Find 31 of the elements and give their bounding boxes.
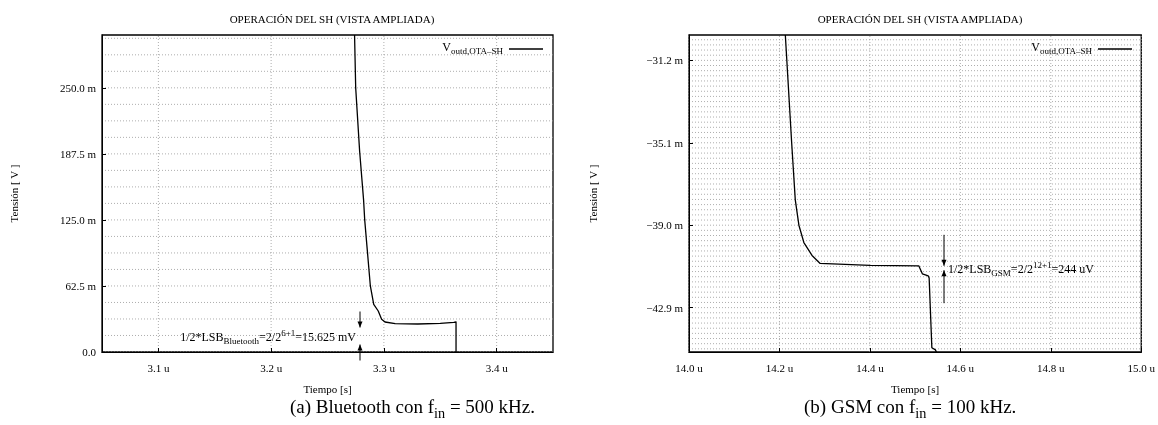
y-tick-label: −31.2 m bbox=[646, 54, 684, 67]
chart-title: OPERACIÓN DEL SH (VISTA AMPLIADA) bbox=[817, 12, 1023, 26]
chart-title: OPERACIÓN DEL SH (VISTA AMPLIADA) bbox=[229, 12, 435, 26]
x-tick-label: 14.0 u bbox=[675, 361, 704, 374]
x-tick-label: 14.4 u bbox=[856, 361, 885, 374]
x-tick-label: 3.4 u bbox=[485, 361, 509, 374]
annotation: 1/2*LSB$_{Bluetooth}$=2/2$^{6+1}$=15.625 mV bbox=[180, 328, 356, 347]
x-axis-title: Tiempo [s] bbox=[303, 382, 352, 395]
y-tick-label: 187.5 m bbox=[59, 147, 97, 160]
y-tick-label: −39.0 m bbox=[646, 219, 684, 232]
x-tick-label: 14.6 u bbox=[946, 361, 975, 374]
x-tick-label: 3.2 u bbox=[260, 361, 283, 374]
x-tick-label: 15.0 u bbox=[1127, 361, 1156, 374]
annotation: 1/2*LSB$_{GSM}$=2/2$^{12+1}$=244 uV bbox=[948, 260, 1094, 279]
x-tick-label: 3.1 u bbox=[147, 361, 170, 374]
x-tick-label: 14.8 u bbox=[1037, 361, 1066, 374]
y-tick-label: −42.9 m bbox=[646, 301, 684, 314]
x-axis-title: Tiempo [s] bbox=[891, 382, 940, 395]
y-tick-label: 62.5 m bbox=[65, 279, 97, 292]
y-tick-label: −35.1 m bbox=[646, 136, 684, 149]
y-axis-title: Tensión [ V ] bbox=[586, 164, 599, 223]
y-axis-title: Tensión [ V ] bbox=[7, 164, 20, 223]
text: (a) Bluetooth con f$_{in}$ = 500 kHz. bbox=[290, 396, 536, 421]
legend-label: V$_{outd,OTA–SH}$ bbox=[1031, 40, 1092, 57]
y-tick-label: 250.0 m bbox=[59, 81, 97, 94]
text: (b) GSM con f$_{in}$ = 100 kHz. bbox=[804, 396, 1017, 421]
y-tick-label: 0.0 bbox=[82, 346, 97, 358]
legend-label: V$_{outd,OTA–SH}$ bbox=[442, 40, 503, 57]
y-tick-label: 125.0 m bbox=[59, 213, 97, 226]
x-tick-label: 3.3 u bbox=[372, 361, 396, 374]
x-tick-label: 14.2 u bbox=[765, 361, 794, 374]
